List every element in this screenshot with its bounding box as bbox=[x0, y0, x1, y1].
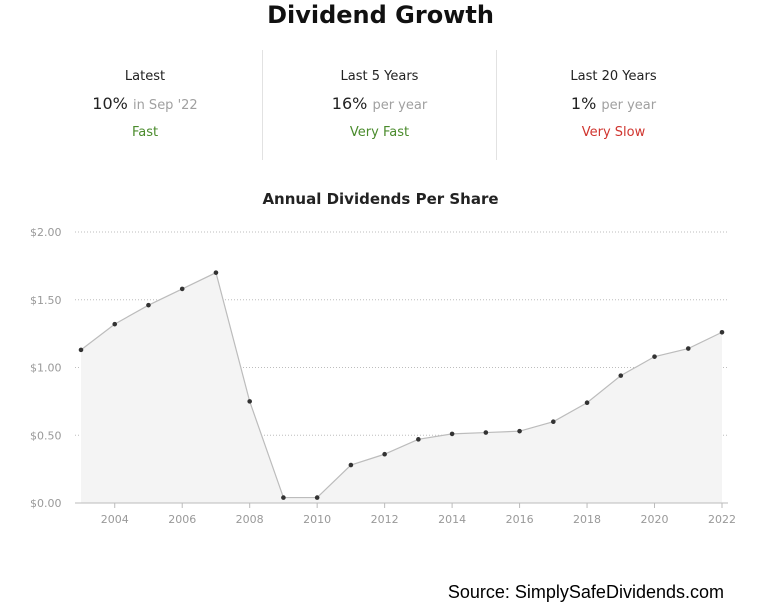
stat-value: 10% bbox=[92, 94, 128, 113]
y-tick-label: $1.50 bbox=[30, 294, 62, 307]
stat-label: Latest bbox=[124, 69, 166, 84]
stat-value-line: 1% per year bbox=[497, 94, 730, 113]
data-point bbox=[416, 437, 421, 442]
stat-label: Last 5 Years bbox=[340, 69, 419, 84]
data-point bbox=[78, 347, 84, 353]
y-tick-label: $2.00 bbox=[30, 226, 62, 239]
data-point bbox=[584, 400, 590, 406]
x-tick-label: 2010 bbox=[303, 513, 331, 526]
x-tick-label: 2004 bbox=[101, 513, 129, 526]
data-point bbox=[483, 430, 489, 435]
y-tick-label: $0.00 bbox=[30, 497, 62, 510]
data-point bbox=[247, 399, 252, 404]
page-title: Dividend Growth bbox=[267, 1, 494, 29]
data-point bbox=[517, 428, 522, 434]
chart-title: Annual Dividends Per Share bbox=[262, 190, 499, 208]
stat-unit: in Sep '22 bbox=[132, 98, 198, 113]
stat-value: 1% bbox=[570, 94, 597, 113]
stat-value-line: 16% per year bbox=[263, 94, 496, 113]
stat-last-20-years: Last 20 Years 1% per year Very Slow bbox=[496, 50, 730, 160]
y-tick-label: $1.00 bbox=[30, 362, 62, 375]
x-tick-label: 2016 bbox=[506, 513, 534, 526]
stat-unit: per year bbox=[372, 98, 428, 113]
x-tick-label: 2014 bbox=[438, 513, 466, 526]
data-point bbox=[551, 419, 556, 425]
x-tick-label: 2012 bbox=[371, 513, 399, 526]
data-point bbox=[652, 354, 657, 359]
data-point bbox=[719, 329, 725, 335]
source-credit: Source: SimplySafeDividends.com bbox=[447, 582, 724, 602]
data-point bbox=[179, 286, 185, 292]
data-point bbox=[348, 462, 354, 468]
x-tick-label: 2008 bbox=[236, 513, 264, 526]
data-point bbox=[314, 495, 320, 500]
data-point bbox=[685, 346, 691, 351]
data-point bbox=[449, 431, 455, 437]
data-point bbox=[618, 373, 624, 378]
stat-label: Last 20 Years bbox=[570, 69, 657, 84]
stat-rating: Very Fast bbox=[349, 125, 410, 140]
stat-value: 16% bbox=[331, 94, 368, 113]
series-line bbox=[80, 271, 723, 499]
y-tick-label: $0.50 bbox=[30, 429, 62, 442]
stat-rating: Very Slow bbox=[581, 125, 646, 140]
data-point bbox=[146, 302, 151, 308]
stat-rating: Fast bbox=[131, 125, 159, 140]
stat-last-5-years: Last 5 Years 16% per year Very Fast bbox=[262, 50, 496, 160]
dividend-growth-stats: Latest 10% in Sep '22 Fast Last 5 Years … bbox=[28, 50, 730, 160]
x-tick-label: 2022 bbox=[708, 513, 736, 526]
data-point bbox=[382, 451, 387, 457]
data-point bbox=[112, 321, 118, 327]
stat-value-line: 10% in Sep '22 bbox=[28, 94, 262, 113]
data-point bbox=[213, 270, 219, 275]
x-tick-label: 2020 bbox=[641, 513, 669, 526]
stat-unit: per year bbox=[601, 98, 657, 113]
stat-latest: Latest 10% in Sep '22 Fast bbox=[28, 50, 262, 160]
x-tick-label: 2006 bbox=[168, 513, 196, 526]
data-point bbox=[281, 495, 286, 500]
x-tick-label: 2018 bbox=[573, 513, 601, 526]
series-area bbox=[81, 272, 722, 503]
